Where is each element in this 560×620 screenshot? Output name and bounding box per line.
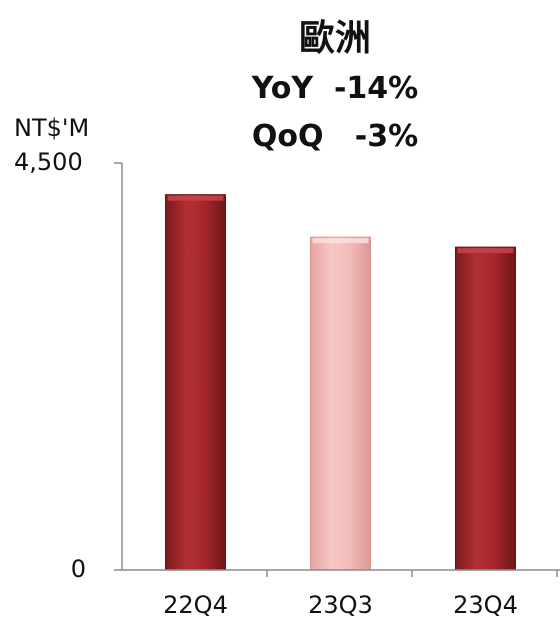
x-tick-label-23Q4: 23Q4 <box>453 591 518 619</box>
bar-highlight-23Q4 <box>457 248 514 254</box>
bar-highlight-23Q3 <box>312 238 369 244</box>
y-tick-label-min: 0 <box>71 555 86 583</box>
bar-23Q3 <box>310 236 371 571</box>
chart-subtitle-qoq: QoQ -3% <box>252 119 418 154</box>
bar-23Q4 <box>455 246 516 571</box>
bar-highlight-22Q4 <box>167 195 224 201</box>
chart-title: 歐洲 <box>299 17 371 59</box>
x-axis-labels: 22Q4 23Q3 23Q4 <box>163 591 518 619</box>
chart-subtitle-yoy: YoY -14% <box>251 71 418 106</box>
bar-22Q4 <box>165 194 226 571</box>
y-axis-unit-label: NT$'M <box>14 114 89 142</box>
bar-series <box>165 194 516 571</box>
x-axis-ticks <box>266 570 558 577</box>
y-tick-label-max: 4,500 <box>14 148 83 176</box>
x-tick-label-22Q4: 22Q4 <box>163 591 228 619</box>
x-tick-label-23Q3: 23Q3 <box>308 591 373 619</box>
